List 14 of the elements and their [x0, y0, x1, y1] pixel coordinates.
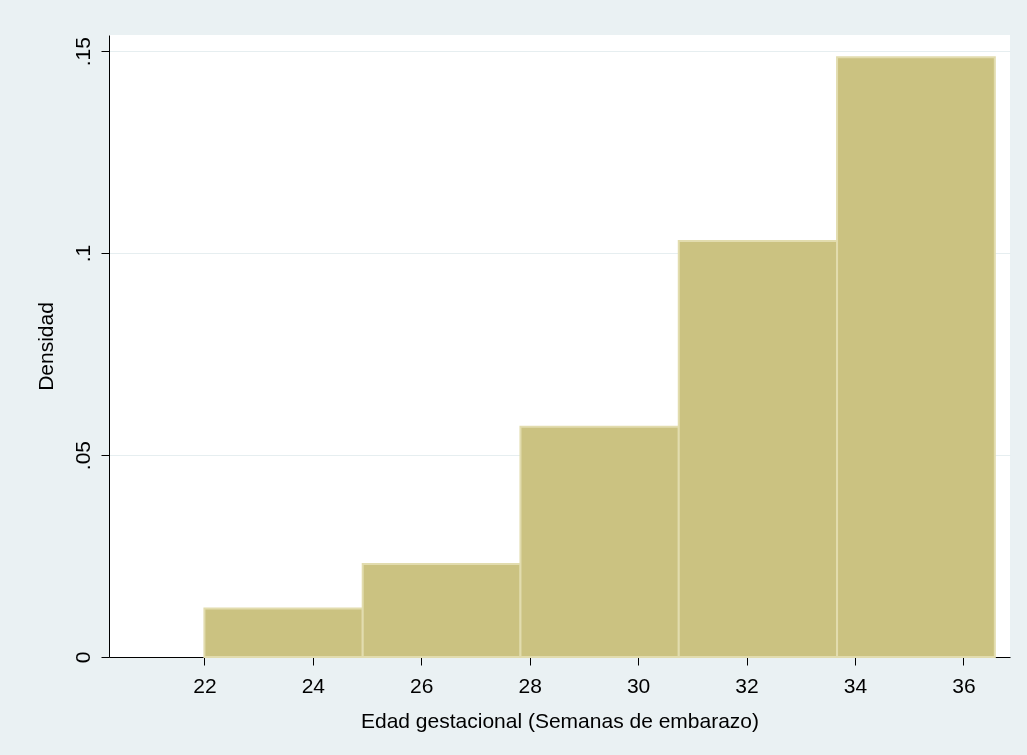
y-tick-label: .05: [70, 440, 94, 471]
y-tick-label: .15: [70, 37, 94, 67]
x-tick-label: 30: [626, 673, 651, 697]
y-axis-title: Densidad: [33, 302, 57, 391]
x-tick-label: 22: [193, 673, 217, 697]
y-tick-label: .1: [70, 244, 94, 263]
x-tick-label: 34: [843, 673, 868, 697]
x-tick-label: 28: [518, 673, 542, 697]
x-axis-title: Edad gestacional (Semanas de embarazo): [360, 708, 760, 732]
x-tick-label: 36: [952, 673, 976, 697]
x-tick-label: 26: [410, 673, 434, 697]
y-tick-label: 0: [70, 651, 94, 664]
x-tick-label: 32: [735, 673, 759, 697]
x-tick-label: 24: [301, 673, 326, 697]
